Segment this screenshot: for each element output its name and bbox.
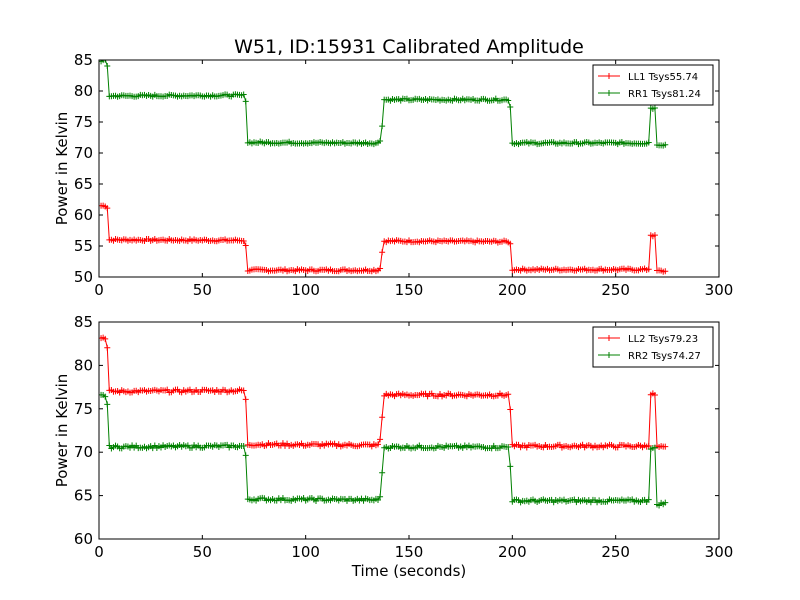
y-tick-label: 70 bbox=[74, 144, 93, 162]
data-point bbox=[379, 469, 386, 476]
data-point bbox=[104, 401, 111, 408]
plot-frame bbox=[98, 321, 720, 540]
y-tick-label: 65 bbox=[74, 175, 93, 193]
y-tick-label: 70 bbox=[74, 443, 93, 461]
chart-title: W51, ID:15931 Calibrated Amplitude bbox=[234, 36, 584, 58]
top-panel: 0 50 100 150 200 250 3005055606570758085Power … bbox=[53, 51, 733, 299]
y-tick-label: 50 bbox=[74, 268, 93, 286]
data-point bbox=[242, 98, 249, 105]
data-point bbox=[645, 139, 652, 146]
y-tick-label: 80 bbox=[74, 356, 93, 374]
y-tick-label: 80 bbox=[74, 82, 93, 100]
data-point bbox=[651, 444, 658, 451]
data-point bbox=[102, 393, 109, 400]
x-tick-label: 100 bbox=[291, 281, 320, 299]
data-point bbox=[507, 406, 514, 413]
x-tick-label: 50 bbox=[193, 543, 212, 561]
x-tick-label: 250 bbox=[601, 281, 630, 299]
data-point bbox=[505, 443, 512, 450]
data-point bbox=[377, 493, 384, 500]
legend-marker bbox=[606, 90, 612, 96]
data-point bbox=[505, 391, 512, 398]
y-tick-label: 65 bbox=[74, 487, 93, 505]
y-axis-label: Power in Kelvin bbox=[53, 112, 71, 226]
series-group bbox=[99, 60, 669, 275]
data-point bbox=[505, 97, 512, 104]
data-point bbox=[377, 436, 384, 443]
data-point bbox=[662, 141, 669, 148]
data-point bbox=[645, 266, 652, 273]
data-point bbox=[104, 62, 111, 69]
y-tick-label: 55 bbox=[74, 237, 93, 255]
x-tick-label: 200 bbox=[498, 281, 527, 299]
legend-label: LL1 Tsys55.74 bbox=[628, 72, 698, 83]
legend: LL2 Tsys79.23 RR2 Tsys74.27 bbox=[592, 326, 714, 368]
data-point bbox=[375, 496, 381, 503]
plot-frame bbox=[98, 59, 720, 278]
data-point bbox=[104, 205, 111, 212]
data-point bbox=[377, 265, 384, 272]
data-point bbox=[651, 391, 658, 398]
data-point bbox=[377, 137, 384, 144]
x-axis-label: Time (seconds) bbox=[351, 562, 467, 580]
legend-marker bbox=[606, 73, 612, 79]
data-point bbox=[240, 91, 247, 98]
data-point bbox=[379, 249, 386, 256]
legend-box bbox=[592, 64, 714, 106]
data-point bbox=[240, 442, 247, 449]
data-point bbox=[651, 104, 658, 111]
x-tick-label: 100 bbox=[291, 543, 320, 561]
legend-marker bbox=[606, 335, 612, 341]
legend: LL1 Tsys55.74 RR1 Tsys81.24 bbox=[592, 64, 714, 106]
x-tick-label: 250 bbox=[601, 543, 630, 561]
data-point bbox=[104, 344, 111, 351]
y-tick-label: 60 bbox=[74, 530, 93, 548]
x-tick-label: 150 bbox=[395, 543, 424, 561]
data-point bbox=[645, 442, 652, 449]
data-point bbox=[242, 452, 249, 459]
series-group bbox=[99, 334, 669, 509]
data-point bbox=[662, 443, 669, 450]
x-tick-label: 50 bbox=[193, 281, 212, 299]
data-point bbox=[507, 240, 514, 247]
data-point bbox=[102, 335, 109, 342]
y-axis-label: Power in Kelvin bbox=[53, 374, 71, 488]
legend-label: RR1 Tsys81.24 bbox=[628, 89, 701, 100]
y-tick-label: 85 bbox=[74, 51, 93, 69]
legend-label: RR2 Tsys74.27 bbox=[628, 351, 701, 362]
y-tick-label: 75 bbox=[74, 400, 93, 418]
data-point bbox=[379, 414, 386, 421]
x-tick-label: 0 bbox=[94, 543, 104, 561]
x-tick-label: 150 bbox=[395, 281, 424, 299]
data-point bbox=[375, 441, 381, 448]
legend-marker bbox=[606, 352, 612, 358]
data-point bbox=[507, 104, 514, 111]
x-tick-label: 300 bbox=[705, 281, 734, 299]
x-tick-label: 200 bbox=[498, 543, 527, 561]
data-point bbox=[240, 237, 247, 244]
data-point bbox=[240, 387, 247, 394]
data-point bbox=[662, 499, 669, 506]
y-tick-label: 75 bbox=[74, 113, 93, 131]
data-point bbox=[645, 496, 652, 503]
data-point bbox=[242, 396, 249, 403]
y-tick-label: 60 bbox=[74, 206, 93, 224]
data-point bbox=[379, 123, 386, 130]
x-tick-label: 0 bbox=[94, 281, 104, 299]
x-tick-label: 300 bbox=[705, 543, 734, 561]
y-tick-label: 85 bbox=[74, 313, 93, 331]
legend-box bbox=[592, 326, 714, 368]
data-point bbox=[507, 463, 514, 470]
data-point bbox=[102, 60, 109, 63]
data-point bbox=[242, 242, 249, 249]
data-point bbox=[662, 268, 669, 275]
legend-label: LL2 Tsys79.23 bbox=[628, 334, 698, 345]
bottom-panel: 0 50 100 150 200 250 300 60 65 70 75 80 85 Power in K… bbox=[53, 313, 733, 561]
data-point bbox=[651, 232, 658, 239]
